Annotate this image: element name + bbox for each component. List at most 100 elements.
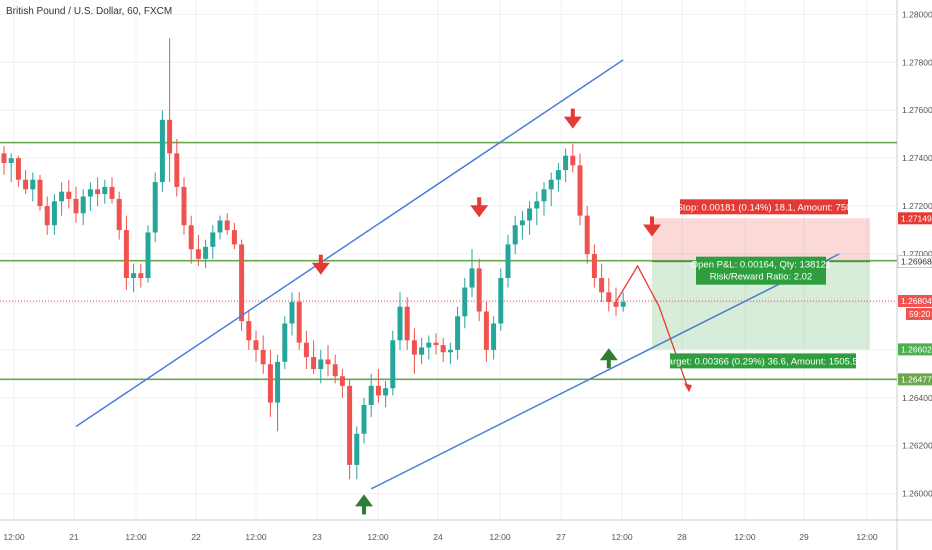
y-tick-label: 1.27800 (902, 57, 932, 67)
candle-body (584, 215, 590, 255)
candle-body (411, 340, 417, 355)
price-tag-text: 1.26968 (901, 257, 932, 267)
price-tag-bg (898, 343, 932, 356)
candle-body (476, 268, 482, 312)
y-tick-label: 1.26200 (902, 441, 932, 451)
candle-body (548, 179, 554, 190)
x-tick-label: 27 (556, 532, 566, 542)
candle-body (1, 153, 7, 163)
price-tag: 1.26804 (898, 294, 932, 307)
candle-body (267, 364, 273, 403)
candle-body (195, 249, 201, 259)
price-tag-text: 1.27149 (901, 213, 932, 223)
candle-body (397, 306, 403, 341)
y-tick-label: 1.28000 (902, 9, 932, 19)
candle-body (332, 364, 338, 377)
candle-body (138, 273, 144, 278)
candle-body (203, 246, 209, 259)
candle-body (59, 191, 65, 202)
candle-body (512, 225, 518, 245)
projection-arrowhead (684, 383, 692, 393)
target-label-text: Target: 0.00366 (0.29%) 36.6, Amount: 15… (663, 356, 863, 367)
rr-label-text: Risk/Reward Ratio: 2.02 (710, 272, 812, 283)
candle-body (123, 230, 129, 278)
x-tick-label: 24 (433, 532, 443, 542)
candle-body (51, 201, 57, 226)
y-tick-label: 1.26000 (902, 489, 932, 499)
candle-body (44, 206, 50, 226)
candle-body (563, 155, 569, 171)
candle-body (469, 268, 475, 288)
y-tick-label: 1.26400 (902, 393, 932, 403)
candle-body (131, 273, 137, 278)
price-tag: 1.26968 (897, 255, 932, 268)
stop-label-text: Stop: 0.00181 (0.14%) 18.1, Amount: 750 (677, 202, 852, 213)
candle-body (606, 292, 612, 302)
candle-body (462, 287, 468, 317)
candle-body (390, 340, 396, 389)
candle-body (80, 196, 86, 214)
candle-body (15, 158, 21, 180)
y-ticks: 1.28000 1.27800 1.27600 1.27400 1.27200 1.270… (902, 9, 932, 498)
candle-body (188, 225, 194, 250)
pnl-label: Open P&L: 0.00164, Qty: 138121Risk/Rewar… (691, 256, 831, 285)
x-tick-label: 12:00 (856, 532, 878, 542)
x-tick-label: 12:00 (125, 532, 147, 542)
price-tag-bg (897, 255, 932, 268)
candle-body (217, 220, 223, 233)
up-arrow (355, 494, 373, 515)
candle-body (620, 301, 626, 307)
candle-body (224, 220, 230, 231)
candle-body (368, 385, 374, 405)
candle-body (339, 376, 345, 386)
stop-zone (652, 218, 870, 262)
channel-line (75, 59, 624, 428)
candle-body (253, 340, 259, 350)
price-tag-bg (898, 294, 932, 307)
candle-body (260, 349, 266, 365)
candle-body (419, 347, 425, 355)
x-tick-label: 12:00 (367, 532, 389, 542)
candle-body (152, 182, 158, 233)
up-arrow-shaft (362, 502, 366, 515)
candle-body (73, 198, 79, 214)
candle-body (505, 244, 511, 278)
x-tick-label: 12:00 (489, 532, 511, 542)
candle-body (347, 385, 353, 465)
candle-body (23, 179, 29, 190)
down-arrow (470, 197, 489, 218)
candle-body (311, 357, 317, 370)
candle-body (498, 277, 504, 324)
candle-body (275, 361, 281, 403)
candle-body (66, 191, 72, 199)
x-tick-label: 23 (312, 532, 322, 542)
down-arrow-shaft (318, 254, 323, 267)
candle-body (282, 323, 288, 362)
candle-body (87, 189, 93, 197)
chart-title: British Pound / U.S. Dollar, 60, FXCM (6, 6, 173, 17)
up-arrow-head (355, 494, 373, 507)
candle-body (8, 158, 14, 163)
candle-body (296, 301, 302, 343)
projection-path (615, 264, 689, 389)
candle-body (455, 316, 461, 350)
candle-body (375, 385, 381, 396)
candle-body (145, 232, 151, 278)
stop-label-bg (680, 199, 848, 215)
down-arrow (643, 216, 661, 237)
candle-body (95, 189, 101, 195)
candle-body (181, 186, 187, 226)
down-arrow-shaft (650, 216, 654, 229)
candles (1, 38, 626, 480)
x-tick-label: 28 (677, 532, 687, 542)
candle-body (599, 277, 605, 293)
candle-body (167, 119, 173, 154)
price-tag-bg (898, 373, 932, 386)
x-tick-label: 12:00 (245, 532, 267, 542)
target-label: Target: 0.00366 (0.29%) 36.6, Amount: 15… (663, 353, 863, 369)
down-arrow-head (643, 224, 661, 237)
candle-body (555, 170, 561, 180)
up-arrow-head (599, 348, 618, 361)
